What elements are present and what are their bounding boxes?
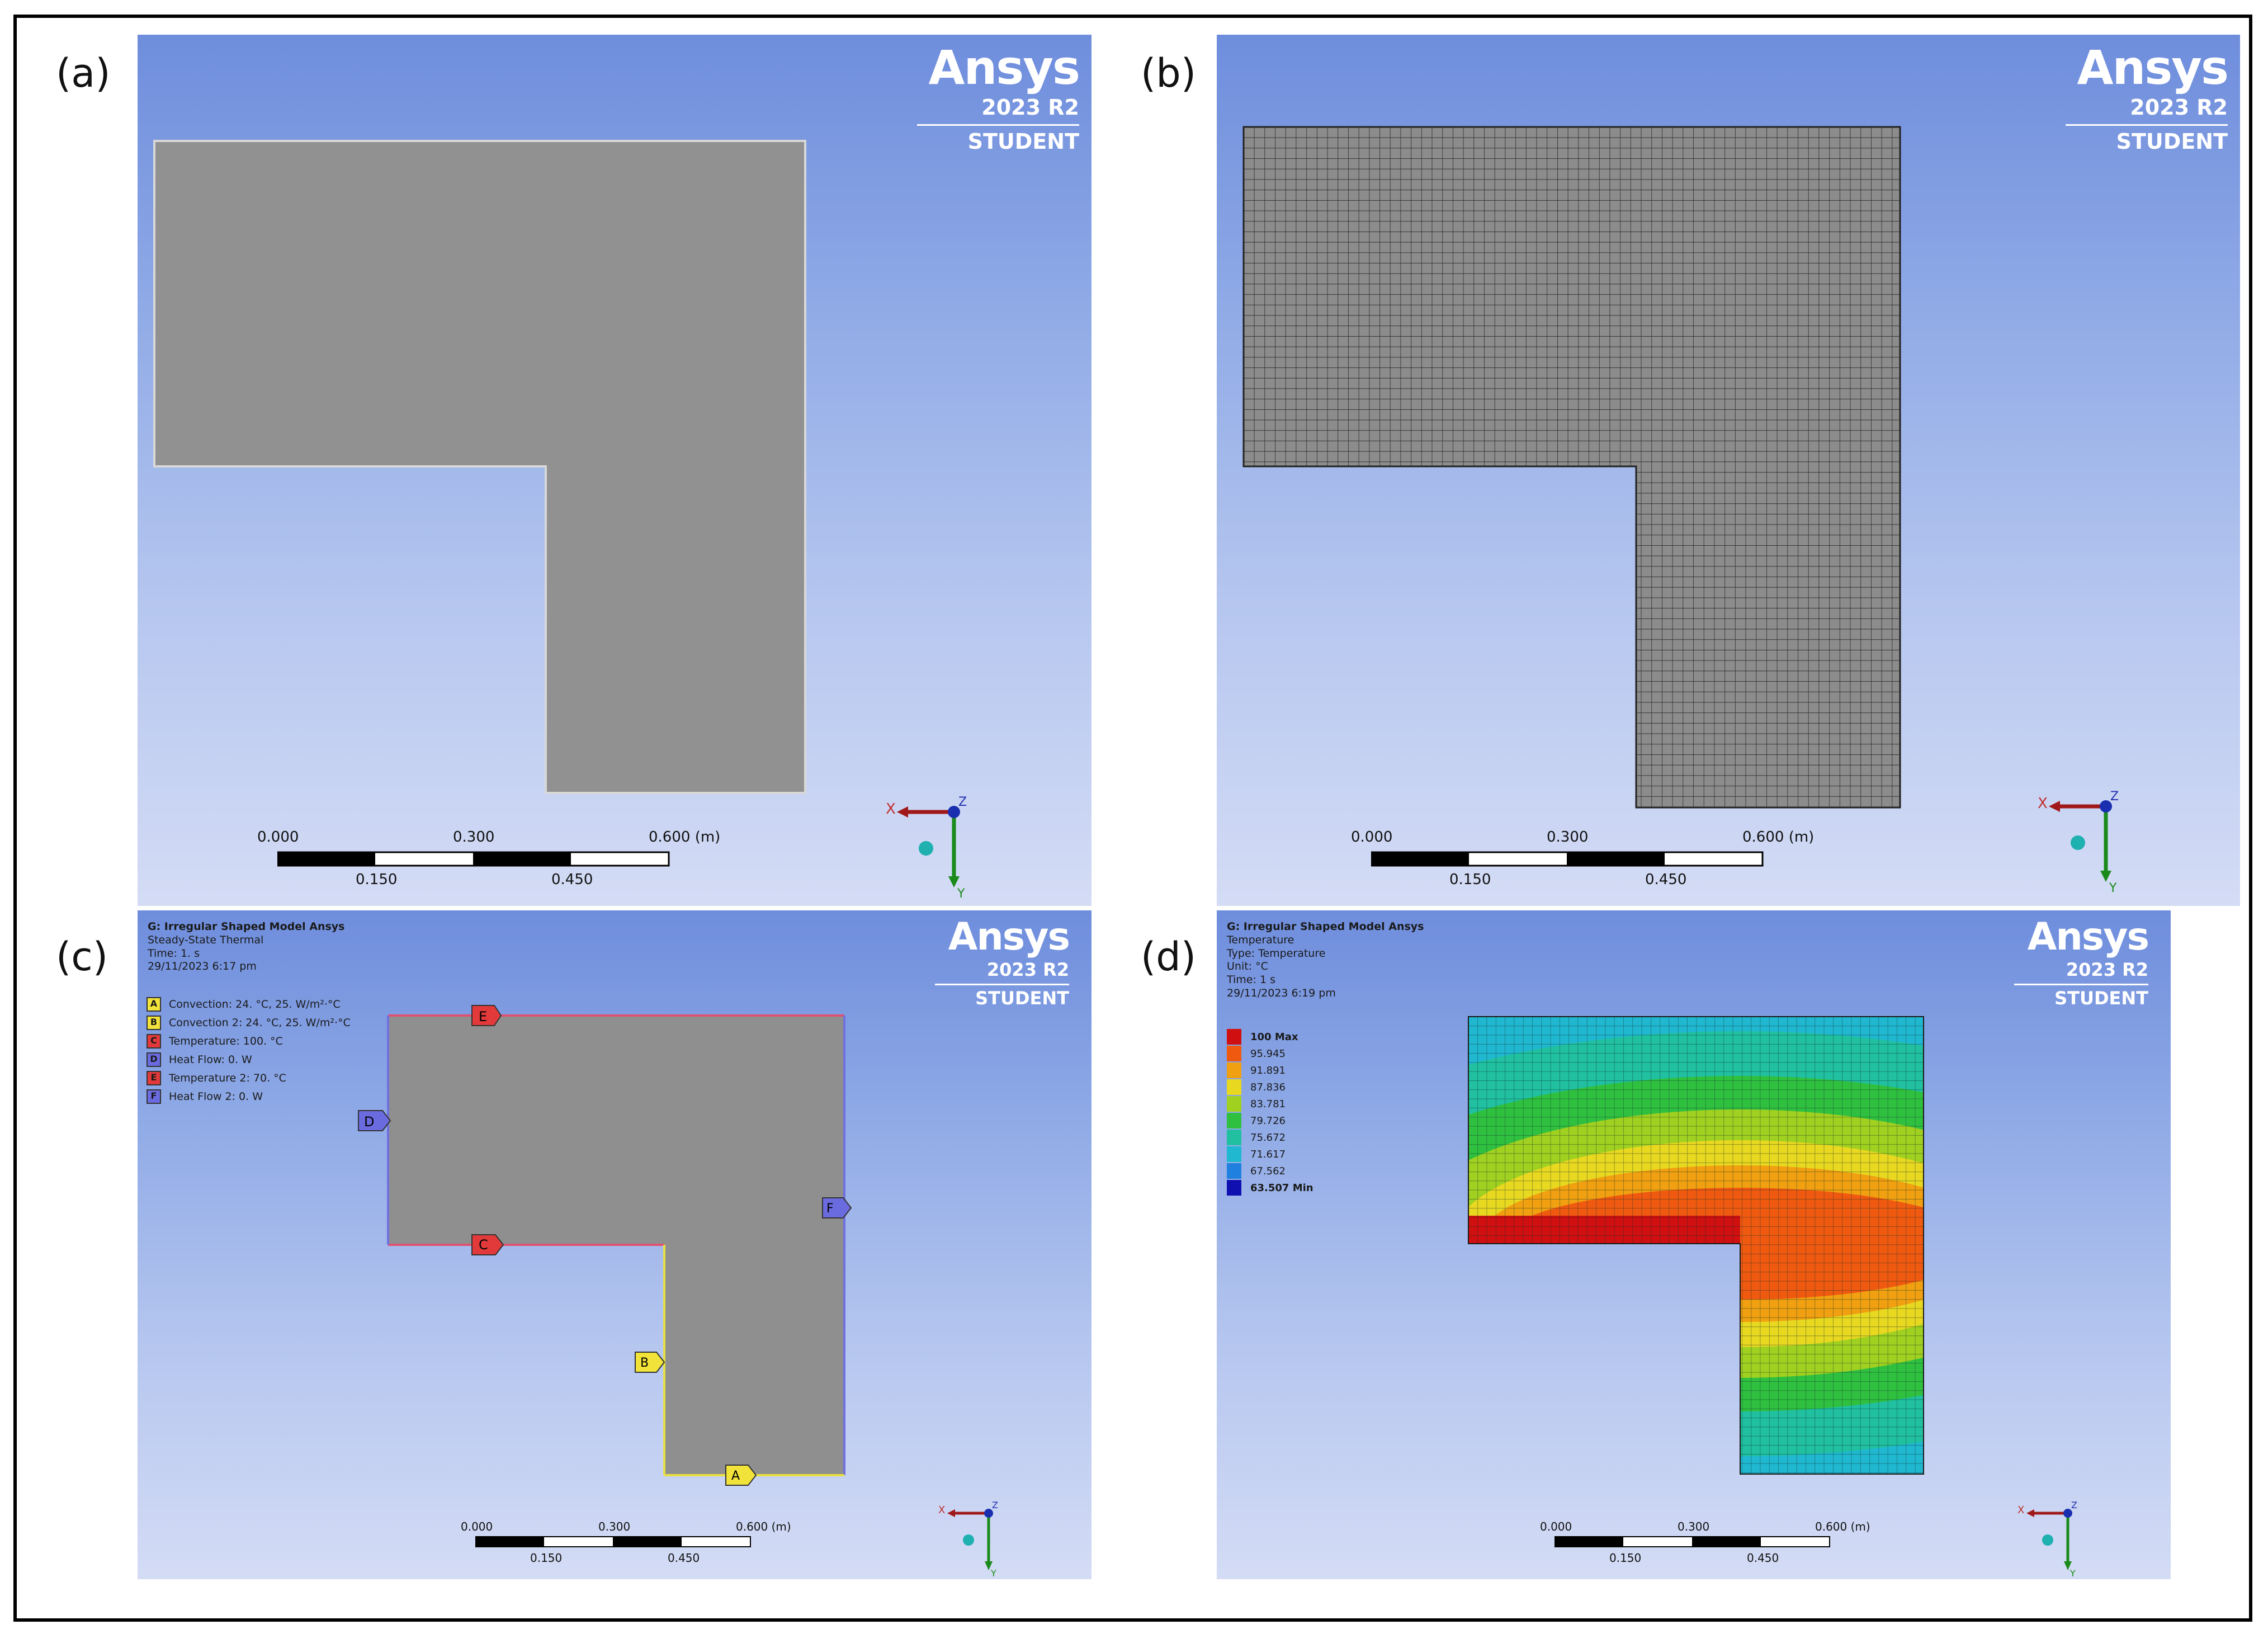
bc-item-c[interactable]: C Temperature: 100. °C xyxy=(147,1034,283,1049)
scale-tick-0: 0.000 xyxy=(461,1520,493,1533)
l-shaped-body xyxy=(388,1016,844,1475)
scale-tick-150: 0.150 xyxy=(1609,1551,1642,1565)
flag-f: F xyxy=(822,1197,852,1219)
triad-y-label: Y xyxy=(957,887,965,901)
legend-entry-min: 63.507 Min xyxy=(1227,1180,1313,1196)
scale-tick-150: 0.150 xyxy=(356,871,398,888)
temperature-contour xyxy=(1468,1016,1924,1475)
result-date: 29/11/2023 6:19 pm xyxy=(1227,986,1336,999)
flag-e: E xyxy=(471,1005,502,1026)
result-type: Type: Temperature xyxy=(1227,947,1326,960)
triad-x-label: X xyxy=(938,1504,946,1516)
scale-tick-450: 0.450 xyxy=(1747,1551,1779,1565)
flag-a: A xyxy=(725,1465,757,1486)
analysis-title: G: Irregular Shaped Model Ansys xyxy=(148,920,345,933)
scale-tick-0: 0.000 xyxy=(257,829,299,846)
legend-entry: 91.891 xyxy=(1227,1062,1286,1078)
scale-tick-300: 0.300 xyxy=(1678,1520,1710,1533)
geometry-drawing xyxy=(153,140,806,794)
legend-entry: 83.781 xyxy=(1227,1096,1286,1112)
scale-tick-0: 0.000 xyxy=(1540,1520,1572,1533)
scale-tick-300: 0.300 xyxy=(598,1520,631,1533)
l-shaped-body xyxy=(153,140,806,794)
panel-label-d: (d) xyxy=(1141,934,1197,980)
analysis-info: G: Irregular Shaped Model Ansys Steady-S… xyxy=(148,920,345,974)
triad-y-label: Y xyxy=(991,1568,996,1579)
scale-tick-150: 0.150 xyxy=(1449,871,1491,888)
bc-item-d[interactable]: D Heat Flow: 0. W xyxy=(147,1052,252,1067)
scale-tick-450: 0.450 xyxy=(551,871,593,888)
viewport-temperature-result[interactable]: G: Irregular Shaped Model Ansys Temperat… xyxy=(1217,910,2171,1579)
legend-entry: 79.726 xyxy=(1227,1113,1286,1128)
svg-text:B: B xyxy=(640,1356,649,1370)
panel-label-b: (b) xyxy=(1141,50,1197,96)
meshed-body xyxy=(1242,126,1901,809)
bc-item-a[interactable]: A Convection: 24. °C, 25. W/m²·°C xyxy=(147,997,341,1012)
scale-tick-600: 0.600 (m) xyxy=(649,829,721,846)
scale-tick-450: 0.450 xyxy=(668,1551,700,1565)
legend-entry: 75.672 xyxy=(1227,1130,1286,1145)
viewport-geometry[interactable]: Ansys 2023 R2 STUDENT 0.000 0.300 0.600 … xyxy=(138,35,1092,906)
scale-tick-150: 0.150 xyxy=(530,1551,563,1565)
scale-tick-450: 0.450 xyxy=(1645,871,1687,888)
analysis-date: 29/11/2023 6:17 pm xyxy=(148,960,257,973)
triad-y-label: Y xyxy=(2109,881,2117,895)
scale-tick-600: 0.600 (m) xyxy=(736,1520,791,1533)
scale-tick-600: 0.600 (m) xyxy=(1742,829,1815,846)
result-time: Time: 1 s xyxy=(1227,974,1275,986)
ansys-logo: Ansys 2023 R2 STUDENT xyxy=(2014,915,2149,1009)
result-unit: Unit: °C xyxy=(1227,960,1268,973)
scale-tick-300: 0.300 xyxy=(453,829,495,846)
panel-label-c: (c) xyxy=(56,934,108,980)
result-info: G: Irregular Shaped Model Ansys Temperat… xyxy=(1227,920,1424,1000)
flag-b: B xyxy=(635,1352,665,1373)
bc-item-f[interactable]: F Heat Flow 2: 0. W xyxy=(147,1089,263,1104)
panel-label-a: (a) xyxy=(56,50,111,96)
mesh-drawing xyxy=(1242,126,1901,809)
bc-drawing: E D C F B A xyxy=(358,1005,852,1486)
analysis-time: Time: 1. s xyxy=(148,947,200,960)
svg-text:C: C xyxy=(479,1237,488,1253)
triad-x-label: X xyxy=(2038,795,2048,812)
legend-entry: 95.945 xyxy=(1227,1046,1286,1061)
bc-item-b[interactable]: B Convection 2: 24. °C, 25. W/m²·°C xyxy=(147,1016,351,1030)
legend-entry-max: 100 Max xyxy=(1227,1029,1298,1045)
viewport-boundary-conditions[interactable]: E D C F B A G: Irregular Shaped Model An… xyxy=(138,910,1092,1579)
svg-text:E: E xyxy=(479,1009,487,1024)
svg-text:F: F xyxy=(826,1202,834,1216)
scale-tick-600: 0.600 (m) xyxy=(1815,1520,1870,1533)
legend-entry: 87.836 xyxy=(1227,1079,1286,1095)
triad-z-label: Z xyxy=(2110,790,2119,804)
triad-y-label: Y xyxy=(2070,1568,2076,1579)
analysis-type: Steady-State Thermal xyxy=(148,933,264,946)
svg-text:D: D xyxy=(364,1114,374,1130)
viewport-mesh[interactable]: Ansys 2023 R2 STUDENT 0.000 0.300 0.600 … xyxy=(1217,35,2240,906)
bc-item-e[interactable]: E Temperature 2: 70. °C xyxy=(147,1071,286,1085)
scale-tick-300: 0.300 xyxy=(1547,829,1589,846)
triad-z-label: Z xyxy=(958,795,967,809)
ansys-logo: Ansys 2023 R2 STUDENT xyxy=(935,915,1070,1009)
result-title: G: Irregular Shaped Model Ansys xyxy=(1227,920,1424,933)
legend-entry: 71.617 xyxy=(1227,1146,1286,1162)
ansys-logo: Ansys 2023 R2 STUDENT xyxy=(2066,40,2229,154)
ansys-logo: Ansys 2023 R2 STUDENT xyxy=(917,40,1080,154)
scale-tick-0: 0.000 xyxy=(1351,829,1393,846)
triad-x-label: X xyxy=(2017,1504,2025,1516)
result-name: Temperature xyxy=(1227,933,1294,946)
triad-z-label: Z xyxy=(2071,1500,2077,1510)
triad-z-label: Z xyxy=(992,1500,998,1510)
triad-x-label: X xyxy=(886,801,896,818)
triad[interactable]: X Z Y xyxy=(881,795,976,901)
triad[interactable]: X Z Y xyxy=(2016,1500,2083,1579)
triad[interactable]: X Z Y xyxy=(2033,790,2128,896)
flag-d: D xyxy=(358,1110,391,1131)
triad[interactable]: X Z Y xyxy=(937,1500,1004,1579)
legend-entry: 67.562 xyxy=(1227,1163,1286,1179)
figure-frame xyxy=(13,15,2252,1622)
flag-c: C xyxy=(471,1234,504,1255)
svg-text:A: A xyxy=(731,1469,740,1483)
